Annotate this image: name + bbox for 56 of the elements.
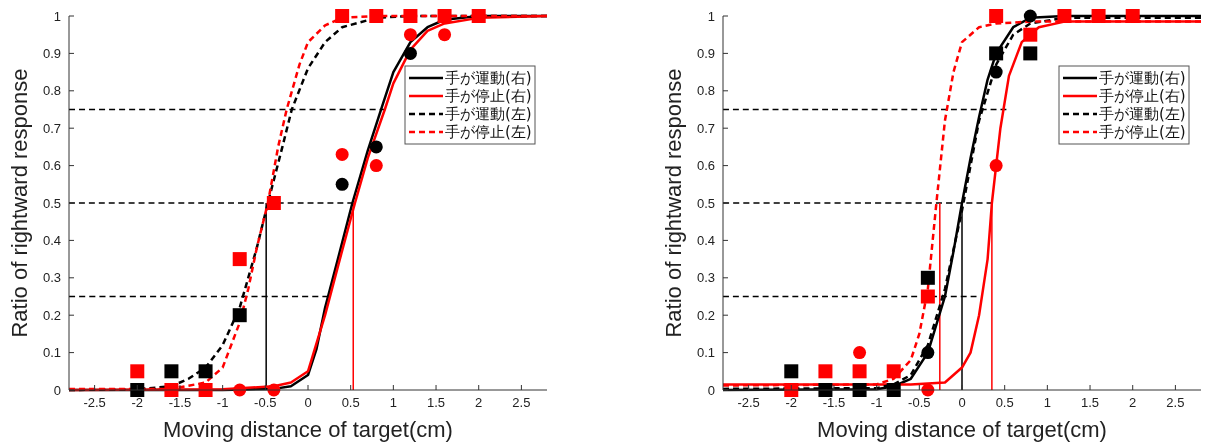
- y-tick-label: 0: [707, 382, 715, 398]
- x-tick-label: -1.5: [822, 395, 846, 410]
- x-tick-label: -1.5: [168, 395, 192, 410]
- x-tick-label: -0.5: [254, 395, 277, 410]
- x-tick-label: -2: [785, 395, 798, 410]
- y-tick-label: 0.5: [42, 195, 61, 211]
- y-tick-label: 0.6: [42, 158, 61, 174]
- y-axis-title: Ratio of rightward response: [661, 68, 686, 338]
- x-tick-label: -1: [216, 395, 229, 410]
- legend-label: 手が停止(右): [445, 87, 532, 105]
- x-tick-label: 0: [304, 395, 312, 410]
- x-tick-label: 1: [389, 395, 397, 410]
- y-tick-label: 1: [707, 8, 715, 24]
- x-tick-label: 0.5: [995, 395, 1014, 410]
- y-tick-label: 0.7: [42, 120, 61, 136]
- y-tick-label: 0.8: [696, 83, 715, 99]
- x-tick-label: 0.5: [341, 395, 360, 410]
- y-tick-label: 0.9: [696, 45, 715, 61]
- y-tick-label: 1: [53, 8, 61, 24]
- x-tick-label: 2: [475, 395, 483, 410]
- legend-label: 手が運動(右): [1099, 69, 1186, 87]
- y-tick-label: 0.1: [42, 345, 61, 361]
- y-tick-label: 0.4: [696, 232, 715, 248]
- x-tick-label: -1: [870, 395, 883, 410]
- y-axis-title: Ratio of rightward response: [7, 68, 32, 338]
- x-tick-label: -0.5: [908, 395, 931, 410]
- legend-label: 手が停止(左): [445, 123, 532, 141]
- x-tick-label: 1.5: [427, 395, 446, 410]
- x-tick-label: 2.5: [512, 395, 531, 410]
- x-tick-label: 1: [1043, 395, 1051, 410]
- legend-label: 手が運動(右): [445, 69, 532, 87]
- y-tick-label: 0.9: [42, 45, 61, 61]
- y-tick-label: 0.4: [42, 232, 61, 248]
- legend-label: 手が運動(左): [1099, 105, 1186, 123]
- x-tick-label: 0: [958, 395, 966, 410]
- x-tick-label: -2.5: [83, 395, 106, 410]
- x-tick-label: -2.5: [737, 395, 760, 410]
- y-tick-label: 0.6: [696, 158, 715, 174]
- y-tick-label: 0.2: [42, 307, 61, 323]
- y-tick-label: 0.2: [696, 307, 715, 323]
- x-tick-label: -2: [131, 395, 144, 410]
- legend-label: 手が運動(左): [445, 105, 532, 123]
- x-tick-label: 2: [1129, 395, 1137, 410]
- y-tick-label: 0.7: [696, 120, 715, 136]
- x-axis-title: Moving distance of target(cm): [817, 417, 1107, 442]
- legend-label: 手が停止(右): [1099, 87, 1186, 105]
- x-tick-label: 1.5: [1081, 395, 1100, 410]
- legend-label: 手が停止(左): [1099, 123, 1186, 141]
- y-tick-label: 0.1: [696, 345, 715, 361]
- y-tick-label: 0.3: [696, 270, 715, 286]
- x-axis-title: Moving distance of target(cm): [163, 417, 453, 442]
- y-tick-label: 0: [53, 382, 61, 398]
- y-tick-label: 0.8: [42, 83, 61, 99]
- y-tick-label: 0.3: [42, 270, 61, 286]
- y-tick-label: 0.5: [696, 195, 715, 211]
- x-tick-label: 2.5: [1166, 395, 1185, 410]
